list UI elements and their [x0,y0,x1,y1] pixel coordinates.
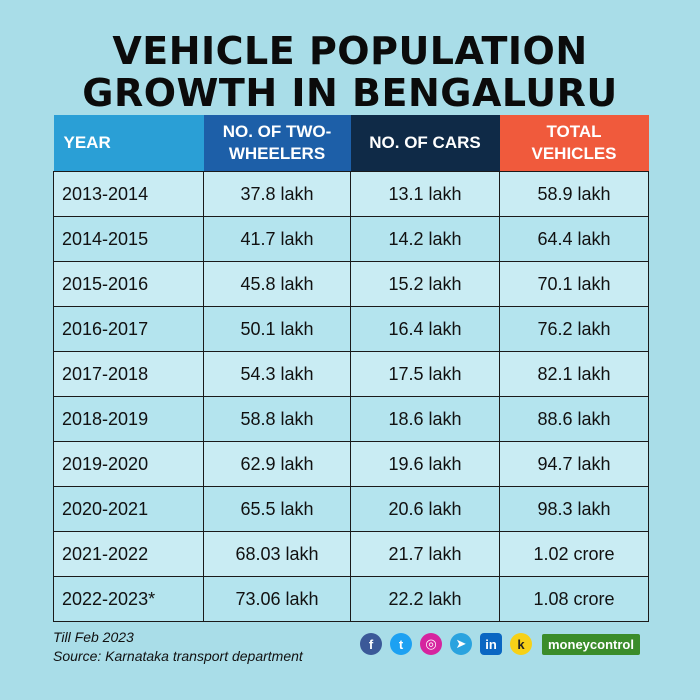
table-row: 2022-2023* 73.06 lakh 22.2 lakh 1.08 crore [53,576,649,622]
cell-cars: 22.2 lakh [350,576,500,622]
linkedin-icon[interactable]: in [480,633,502,655]
table-row: 2020-2021 65.5 lakh 20.6 lakh 98.3 lakh [53,486,649,532]
cell-year: 2016-2017 [53,306,204,352]
facebook-icon[interactable]: f [360,633,382,655]
cell-cars: 13.1 lakh [350,171,500,217]
cell-cars: 15.2 lakh [350,261,500,307]
cell-two-wheelers: 45.8 lakh [203,261,351,307]
cell-total: 82.1 lakh [499,351,649,397]
cell-year: 2019-2020 [53,441,204,487]
table-body: 2013-2014 37.8 lakh 13.1 lakh 58.9 lakh 2014… [53,171,649,622]
cell-cars: 14.2 lakh [350,216,500,262]
table-row: 2015-2016 45.8 lakh 15.2 lakh 70.1 lakh [53,261,649,307]
cell-total: 1.08 crore [499,576,649,622]
twitter-icon[interactable]: t [390,633,412,655]
cell-two-wheelers: 68.03 lakh [203,531,351,577]
cell-year: 2018-2019 [53,396,204,442]
cell-cars: 16.4 lakh [350,306,500,352]
cell-cars: 20.6 lakh [350,486,500,532]
table-row: 2016-2017 50.1 lakh 16.4 lakh 76.2 lakh [53,306,649,352]
table-row: 2018-2019 58.8 lakh 18.6 lakh 88.6 lakh [53,396,649,442]
table-row: 2017-2018 54.3 lakh 17.5 lakh 82.1 lakh [53,351,649,397]
table-row: 2013-2014 37.8 lakh 13.1 lakh 58.9 lakh [53,171,649,217]
vehicle-table: YEAR NO. OF TWO- WHEELERS NO. OF CARS TO… [53,115,649,622]
cell-cars: 18.6 lakh [350,396,500,442]
cell-total: 88.6 lakh [499,396,649,442]
cell-two-wheelers: 54.3 lakh [203,351,351,397]
header-two-wheelers-line-1: NO. OF TWO- [222,122,332,141]
cell-two-wheelers: 62.9 lakh [203,441,351,487]
footer: Till Feb 2023 Source: Karnataka transpor… [53,628,303,666]
cell-year: 2020-2021 [53,486,204,532]
cell-year: 2021-2022 [53,531,204,577]
header-total-line-2: VEHICLES [531,144,617,163]
table-row: 2014-2015 41.7 lakh 14.2 lakh 64.4 lakh [53,216,649,262]
cell-two-wheelers: 41.7 lakh [203,216,351,262]
cell-total: 64.4 lakh [499,216,649,262]
moneycontrol-logo[interactable]: moneycontrol [542,633,640,655]
cell-two-wheelers: 58.8 lakh [203,396,351,442]
header-total-line-1: TOTAL [546,122,602,141]
table-row: 2019-2020 62.9 lakh 19.6 lakh 94.7 lakh [53,441,649,487]
page-title: VEHICLE POPULATION GROWTH IN BENGALURU [0,30,700,114]
cell-total: 58.9 lakh [499,171,649,217]
footer-note: Till Feb 2023 [53,629,134,645]
cell-cars: 21.7 lakh [350,531,500,577]
header-two-wheelers-line-2: WHEELERS [228,144,326,163]
cell-year: 2014-2015 [53,216,204,262]
cell-two-wheelers: 73.06 lakh [203,576,351,622]
header-two-wheelers: NO. OF TWO- WHEELERS [203,115,351,172]
footer-source: Source: Karnataka transport department [53,648,303,664]
cell-cars: 17.5 lakh [350,351,500,397]
header-total: TOTAL VEHICLES [499,115,649,172]
table-row: 2021-2022 68.03 lakh 21.7 lakh 1.02 crore [53,531,649,577]
title-line-2: GROWTH IN BENGALURU [82,71,618,115]
koo-icon[interactable]: k [510,633,532,655]
cell-total: 1.02 crore [499,531,649,577]
cell-total: 70.1 lakh [499,261,649,307]
cell-two-wheelers: 65.5 lakh [203,486,351,532]
cell-year: 2017-2018 [53,351,204,397]
title-line-1: VEHICLE POPULATION [112,29,588,73]
telegram-icon[interactable]: ➤ [450,633,472,655]
instagram-icon[interactable]: ◎ [420,633,442,655]
cell-year: 2015-2016 [53,261,204,307]
cell-two-wheelers: 37.8 lakh [203,171,351,217]
social-bar: f t ◎ ➤ in k moneycontrol [360,633,640,655]
header-row: YEAR NO. OF TWO- WHEELERS NO. OF CARS TO… [53,115,649,172]
cell-total: 98.3 lakh [499,486,649,532]
cell-total: 76.2 lakh [499,306,649,352]
header-cars: NO. OF CARS [350,115,500,172]
header-year: YEAR [53,115,204,172]
cell-two-wheelers: 50.1 lakh [203,306,351,352]
cell-year: 2022-2023* [53,576,204,622]
cell-year: 2013-2014 [53,171,204,217]
cell-total: 94.7 lakh [499,441,649,487]
cell-cars: 19.6 lakh [350,441,500,487]
